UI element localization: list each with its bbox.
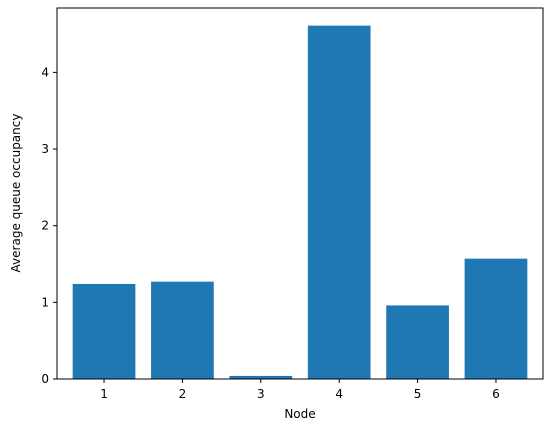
bars-group (72, 25, 528, 380)
y-tick-label: 2 (41, 219, 49, 233)
bar-node-5 (386, 305, 449, 379)
bar-node-4 (307, 25, 371, 380)
x-tick-label: 3 (257, 387, 265, 401)
y-tick-label: 3 (41, 142, 49, 156)
y-tick-label: 0 (41, 372, 49, 386)
y-tick-label: 4 (41, 65, 49, 79)
y-tick-label: 1 (41, 295, 49, 309)
x-tick-label: 4 (335, 387, 343, 401)
bar-node-2 (151, 281, 214, 379)
y-axis-label: Average queue occupancy (9, 114, 23, 273)
bar-node-1 (72, 283, 136, 379)
y-axis-ticks: 0 1 2 3 4 (41, 65, 57, 386)
x-axis-label: Node (284, 407, 315, 421)
bar-node-6 (464, 258, 528, 379)
x-axis-ticks: 1 2 3 4 5 6 (100, 379, 500, 401)
bar-node-3 (229, 375, 293, 379)
x-tick-label: 6 (492, 387, 500, 401)
plot-frame (56, 7, 544, 380)
x-tick-label: 1 (100, 387, 108, 401)
x-tick-label: 5 (414, 387, 422, 401)
x-tick-label: 2 (179, 387, 187, 401)
